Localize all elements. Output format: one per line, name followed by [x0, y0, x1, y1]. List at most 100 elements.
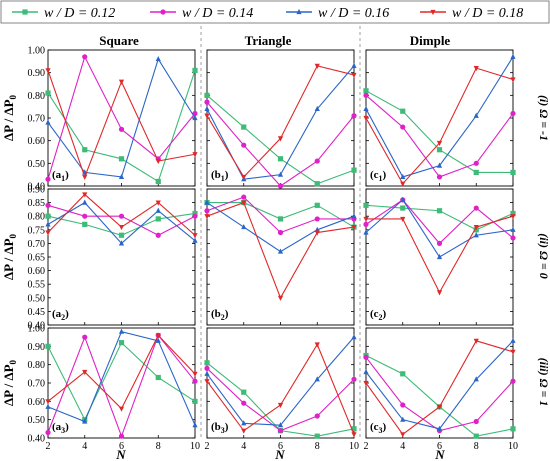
data-point — [82, 147, 88, 153]
legend-marker — [296, 8, 302, 15]
data-point — [45, 176, 51, 182]
data-point — [192, 237, 198, 243]
panel-c2: (c2) — [363, 188, 516, 326]
data-point — [155, 337, 161, 343]
column-title-triangle: Triangle — [245, 33, 292, 48]
series-3 — [204, 199, 357, 254]
data-point — [314, 413, 320, 419]
data-point — [400, 173, 406, 180]
x-tick-label: 10 — [190, 441, 200, 452]
data-point — [351, 113, 357, 119]
y-tick-label: 0.50 — [28, 293, 46, 304]
x-tick-label: 8 — [315, 441, 320, 452]
legend-label: w / D = 0.16 — [318, 6, 389, 21]
series-3 — [363, 196, 516, 260]
series-3 — [363, 53, 516, 180]
data-point — [314, 376, 320, 382]
data-point — [82, 54, 88, 60]
data-point — [400, 216, 406, 223]
data-point — [314, 202, 320, 208]
data-point — [118, 79, 125, 85]
data-point — [473, 433, 479, 439]
panel-label: (c3) — [370, 421, 387, 435]
panel-b1: (b1) — [204, 49, 357, 189]
panel-frame — [206, 49, 355, 187]
series-2 — [45, 202, 198, 238]
data-point — [510, 337, 516, 343]
data-point — [192, 398, 198, 404]
legend-item: w / D = 0.18 — [420, 6, 523, 21]
data-point — [155, 216, 161, 222]
data-point — [192, 378, 198, 384]
series-3 — [45, 55, 198, 180]
data-point — [118, 126, 125, 132]
series-line — [365, 355, 514, 437]
data-point — [118, 156, 125, 162]
data-point — [363, 115, 369, 122]
data-point — [351, 334, 357, 340]
series-3 — [204, 334, 357, 428]
y-tick-label: 0.80 — [28, 212, 46, 223]
data-point — [241, 200, 247, 206]
data-point — [510, 235, 516, 241]
data-point — [192, 213, 198, 219]
data-point — [473, 66, 479, 72]
data-point — [363, 380, 369, 387]
data-point — [436, 174, 443, 180]
data-point — [45, 221, 51, 227]
data-point — [82, 418, 88, 424]
y-axis-label: ΔP / ΔP0 — [1, 94, 18, 141]
panel-label: (b1) — [211, 169, 229, 183]
y-tick-label: 0.75 — [28, 225, 46, 236]
data-point — [351, 62, 357, 68]
data-point — [363, 368, 369, 375]
data-point — [241, 124, 247, 130]
series-2 — [204, 99, 357, 189]
row-label-3: (iii) Ω = 1 — [537, 358, 550, 407]
legend-frame — [0, 0, 550, 24]
series-line — [206, 367, 355, 432]
data-point — [436, 240, 443, 246]
y-tick-label: 0.50 — [28, 415, 46, 426]
series-4 — [363, 338, 516, 438]
y-tick-label: 0.70 — [28, 114, 46, 125]
data-point — [45, 68, 51, 74]
data-point — [204, 199, 210, 205]
y-tick-label: 0.40 — [28, 182, 46, 193]
series-line — [47, 334, 196, 410]
data-point — [155, 200, 161, 206]
data-point — [118, 433, 125, 439]
x-tick-label: 6 — [437, 441, 442, 452]
panel-b3: 2 4 6 8 10 (b3) — [204, 327, 359, 452]
series-1 — [45, 210, 198, 238]
x-tick-label: 2 — [205, 441, 210, 452]
data-point — [277, 402, 284, 409]
data-point — [510, 378, 516, 384]
data-point — [204, 208, 210, 214]
data-point — [241, 400, 247, 406]
y-tick-label: 0.85 — [28, 198, 46, 209]
y-tick-label: 0.60 — [28, 397, 46, 408]
panel-frame — [47, 49, 196, 187]
data-point — [473, 169, 479, 175]
data-point — [510, 349, 516, 355]
series-3 — [45, 328, 198, 428]
series-2 — [204, 365, 357, 434]
data-point — [436, 140, 443, 147]
data-point — [118, 232, 125, 238]
x-tick-label: 8 — [156, 441, 161, 452]
column-title-dimple: Dimple — [410, 33, 451, 48]
data-point — [45, 399, 51, 405]
data-point — [400, 124, 406, 130]
data-point — [510, 214, 516, 220]
x-tick-label: 2 — [46, 441, 51, 452]
data-point — [82, 369, 88, 376]
data-point — [473, 338, 479, 344]
series-4 — [204, 200, 357, 301]
data-point — [241, 194, 247, 200]
data-point — [155, 158, 161, 165]
y-tick-label: 0.90 — [28, 342, 46, 353]
series-3 — [363, 337, 516, 431]
data-point — [277, 248, 284, 254]
data-point — [436, 208, 443, 214]
